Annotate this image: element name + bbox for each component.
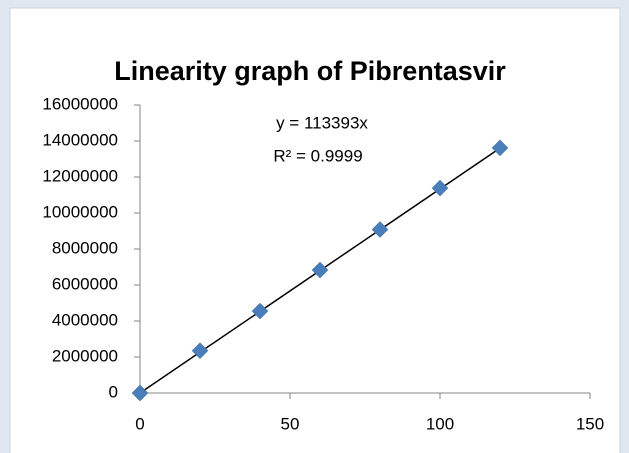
data-point [311,261,329,279]
y-tick-label: 0 [109,382,118,401]
y-tick-label: 6000000 [52,274,118,293]
y-tick-label: 12000000 [42,166,118,185]
trendline-equation: y = 113393x [276,113,368,132]
y-tick-label: 16000000 [42,94,118,113]
y-tick-label: 4000000 [52,310,118,329]
data-point [371,221,389,238]
y-tick-label: 14000000 [42,130,118,149]
data-point [491,139,509,157]
data-point [431,179,449,197]
data-point [131,384,149,402]
x-tick-label: 150 [576,414,604,433]
x-tick-label: 100 [426,414,454,433]
chart-title: Linearity graph of Pibrentasvir [114,56,506,86]
y-tick-label: 10000000 [42,202,118,221]
x-tick-label: 50 [281,414,300,433]
x-tick-label: 0 [135,414,144,433]
y-tick-label: 2000000 [52,346,118,365]
r-squared: R² = 0.9999 [273,146,362,165]
data-point [191,342,209,360]
y-tick-label: 8000000 [52,238,118,257]
chart-area [9,7,621,453]
data-point [251,302,269,320]
